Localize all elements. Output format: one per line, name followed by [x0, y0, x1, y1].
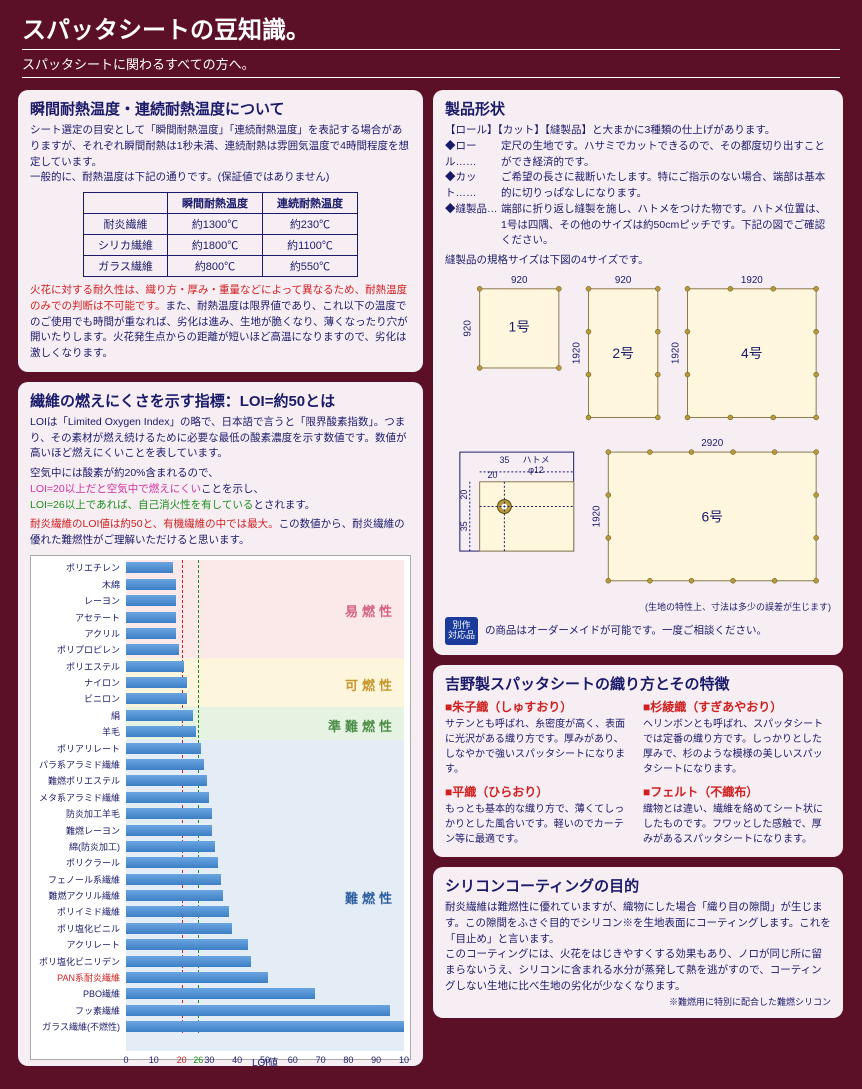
svg-text:920: 920 — [615, 275, 632, 286]
footnote: ※難燃用に特別に配合した難燃シリコン — [445, 995, 831, 1008]
bar-row: ポリクラール — [126, 855, 404, 871]
bar-row: ポリアリレート — [126, 740, 404, 756]
bar-row: 難燃ポリエステル — [126, 773, 404, 789]
paragraph: 縫製品の規格サイズは下図の4サイズです。 — [445, 253, 831, 269]
weave-desc: もっとも基本的な織り方で、薄くてしっかりとした風合いです。軽いのでカーテン等に最… — [445, 802, 633, 847]
paragraph: 空気中には酸素が約20%含まれるので、 LOI=20以上だと空気中で燃えにくいこ… — [30, 466, 411, 513]
bar-row: 羊毛 — [126, 724, 404, 740]
section-weave: 吉野製スパッタシートの織り方とその特徴 ■朱子織（しゅすおり） サテンとも呼ばれ… — [433, 665, 843, 857]
svg-text:4号: 4号 — [741, 345, 763, 361]
section-loi: 繊維の燃えにくさを示す指標：LOI=約50とは LOIは「Limited Oxy… — [18, 382, 423, 1066]
section-silicone: シリコンコーティングの目的 耐炎繊維は難燃性に優れていますが、織物にした場合「織… — [433, 867, 843, 1018]
paragraph: このコーティングには、火花をはじきやすくする効果もあり、ノロが同じ所に留まらない… — [445, 947, 831, 994]
bar-row: ポリイミド繊維 — [126, 904, 404, 920]
bar-row: アクリレート — [126, 936, 404, 952]
size-diagram: 920 920 1号 920 1920 2号 1920 1920 4号 2920 — [445, 269, 831, 596]
warning: 火花に対する耐久性は、織り方・厚み・重量などによって異なるため、耐熱温度のみでの… — [30, 283, 411, 362]
paragraph: シート選定の目安として「瞬間耐熱温度」「連続耐熱温度」を表記する場合がありますが… — [30, 123, 411, 170]
bar-row: 木綿 — [126, 576, 404, 592]
badge-text: の商品はオーダーメイドが可能です。一度ご相談ください。 — [485, 625, 767, 637]
heading: シリコンコーティングの目的 — [445, 875, 831, 896]
bar-row: PAN系耐炎繊維 — [126, 969, 404, 985]
paragraph: 耐炎繊維のLOI値は約50と、有機繊維の中では最大。この数値から、耐炎繊維の優れ… — [30, 517, 411, 549]
bullet: ◆縫製品…端部に折り返し縫製を施し、ハトメをつけた物です。ハトメ位置は、1号は四… — [445, 202, 831, 249]
bar-row: パラ系アラミド繊維 — [126, 756, 404, 772]
bar-row: フッ素繊維 — [126, 1002, 404, 1018]
badge-custom: 別作対応品 — [445, 617, 478, 645]
bar-row: ポリ塩化ビニリデン — [126, 953, 404, 969]
svg-text:920: 920 — [511, 275, 528, 286]
paragraph: 耐炎繊維は難燃性に優れていますが、織物にした場合「織り目の隙間」が生じます。この… — [445, 900, 831, 947]
svg-text:6号: 6号 — [701, 508, 723, 524]
bar-row: アクリル — [126, 625, 404, 641]
weave-name: ■朱子織（しゅすおり） — [445, 698, 633, 715]
weave-name: ■フェルト（不織布） — [643, 783, 831, 800]
svg-text:1920: 1920 — [741, 275, 763, 286]
bar-row: PBO繊維 — [126, 986, 404, 1002]
weave-desc: 織物とは違い、繊維を絡めてシート状にしたものです。フワッとした感触で、厚みがある… — [643, 802, 831, 847]
svg-text:φ12: φ12 — [528, 465, 544, 475]
bar-row: アセテート — [126, 609, 404, 625]
temp-table: 瞬間耐熱温度 連続耐熱温度 耐炎繊維約1300℃約230℃ シリカ繊維約1800… — [83, 192, 358, 277]
bar-row: ポリエチレン — [126, 560, 404, 576]
svg-text:920: 920 — [463, 319, 474, 336]
bar-row: ナイロン — [126, 674, 404, 690]
bar-row: 難燃アクリル繊維 — [126, 887, 404, 903]
footnote: (生地の特性上、寸法は多少の誤差が生じます) — [445, 600, 831, 613]
bar-row: レーヨン — [126, 593, 404, 609]
heading: 瞬間耐熱温度・連続耐熱温度について — [30, 98, 411, 119]
weave-desc: ヘリンボンとも呼ばれ、スパッタシートでは定番の織り方です。しっかりとした厚みで、… — [643, 717, 831, 777]
svg-text:2920: 2920 — [701, 438, 723, 449]
bar-row: ポリエステル — [126, 658, 404, 674]
paragraph: 一般的に、耐熱温度は下記の通りです。(保証値ではありません) — [30, 170, 411, 186]
paragraph: 【ロール】【カット】【縫製品】と大まかに3種類の仕上げがあります。 — [445, 123, 831, 139]
page-subtitle: スパッタシートに関わるすべての方へ。 — [22, 54, 840, 78]
heading: 製品形状 — [445, 98, 831, 119]
bullet: ◆カット……ご希望の長さに裁断いたします。特にご指示のない場合、端部は基本的に切… — [445, 170, 831, 202]
bar-row: ガラス繊維(不燃性) — [126, 1018, 404, 1034]
weave-name: ■平織（ひらおり） — [445, 783, 633, 800]
bar-row: 防炎加工羊毛 — [126, 805, 404, 821]
svg-text:20: 20 — [459, 489, 469, 499]
bar-row: 難燃レーヨン — [126, 822, 404, 838]
weave-desc: サテンとも呼ばれ、糸密度が高く、表面に光沢がある織り方です。厚みがあり、しなやか… — [445, 717, 633, 777]
heading: 繊維の燃えにくさを示す指標：LOI=約50とは — [30, 390, 411, 411]
svg-text:35: 35 — [459, 521, 469, 531]
svg-text:1号: 1号 — [508, 318, 530, 334]
weave-name: ■杉綾織（すぎあやおり） — [643, 698, 831, 715]
svg-text:1920: 1920 — [591, 505, 602, 527]
svg-text:ハトメ: ハトメ — [523, 455, 550, 465]
bar-row: 綿(防炎加工) — [126, 838, 404, 854]
page-title: スパッタシートの豆知識。 — [22, 10, 840, 50]
bullet: ◆ロール……定尺の生地です。ハサミでカットできるので、その都度切り出すことができ… — [445, 139, 831, 171]
paragraph: LOIは「Limited Oxygen Index」の略で、日本語で言うと「限界… — [30, 415, 411, 462]
bar-row: ビニロン — [126, 691, 404, 707]
section-shape: 製品形状 【ロール】【カット】【縫製品】と大まかに3種類の仕上げがあります。 ◆… — [433, 90, 843, 655]
svg-text:20: 20 — [488, 470, 498, 480]
bar-row: フェノール系繊維 — [126, 871, 404, 887]
svg-text:35: 35 — [499, 455, 509, 465]
svg-text:2号: 2号 — [612, 345, 634, 361]
bar-row: ポリプロピレン — [126, 642, 404, 658]
bar-row: メタ系アラミド繊維 — [126, 789, 404, 805]
heading: 吉野製スパッタシートの織り方とその特徴 — [445, 673, 831, 694]
bar-row: 絹 — [126, 707, 404, 723]
svg-text:1920: 1920 — [572, 341, 583, 363]
section-heat-temp: 瞬間耐熱温度・連続耐熱温度について シート選定の目安として「瞬間耐熱温度」「連続… — [18, 90, 423, 372]
bar-row: ポリ塩化ビニル — [126, 920, 404, 936]
loi-chart: 易燃性可燃性準難燃性難燃性ポリエチレン木綿レーヨンアセテートアクリルポリプロピレ… — [30, 555, 411, 1060]
svg-text:1920: 1920 — [671, 341, 682, 363]
